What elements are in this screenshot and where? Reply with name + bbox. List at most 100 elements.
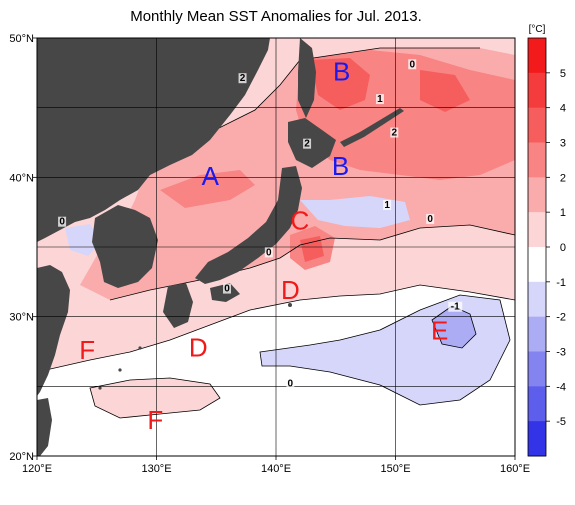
- colorbar-unit: [°C]: [529, 24, 546, 35]
- contour-label-backing: [223, 283, 232, 294]
- land-ryukyu-island-3: [98, 386, 102, 390]
- land-china-coast: [37, 265, 70, 396]
- contour-label: 1: [384, 200, 390, 211]
- lon-tick-label: 120°E: [22, 463, 52, 475]
- anomaly-band-neg-1-0-yellow-sea: [65, 224, 102, 256]
- contour-label: 0: [224, 284, 230, 295]
- land-ryukyu-island-1: [138, 346, 142, 350]
- latitude-tick-labels: 50°N 40°N 30°N 20°N: [9, 33, 37, 463]
- region-label-d: D: [281, 275, 300, 305]
- contour-zero-north: [37, 284, 515, 373]
- contour-labels: 2 0 1 2 2 1 0 0 0 0 -1 0: [58, 59, 463, 389]
- contour-label-backing: [448, 301, 463, 312]
- contour-zero-south: [89, 377, 221, 419]
- anomaly-band-3-4-east: [420, 70, 470, 112]
- contour-label-backing: [375, 94, 384, 105]
- colorbar-tick-label: 3: [560, 138, 566, 150]
- region-label-f: F: [79, 335, 95, 365]
- land-hokkaido: [288, 118, 336, 168]
- land-honshu: [195, 166, 302, 284]
- lon-tick-label: 160°E: [500, 463, 530, 475]
- longitude-tick-labels: 120°E 130°E 140°E 150°E 160°E: [22, 456, 530, 475]
- colorbar-swatches: [528, 38, 546, 457]
- colorbar-tick-label: -1: [556, 277, 566, 289]
- colorbar-swatch: [528, 107, 546, 143]
- lat-tick-label: 20°N: [9, 451, 34, 463]
- anomaly-band-2-3-sea-of-japan: [160, 170, 255, 208]
- region-label-a: A: [202, 161, 220, 191]
- colorbar-swatch: [528, 212, 546, 248]
- map-title: Monthly Mean SST Anomalies for Jul. 2013…: [130, 8, 422, 25]
- anomaly-band-3-4: [310, 58, 370, 110]
- colorbar-tick-label: 1: [560, 207, 566, 219]
- contour-label-backing: [264, 247, 273, 258]
- lon-tick-label: 150°E: [380, 463, 410, 475]
- contour-one-south: [109, 224, 515, 301]
- colorbar-swatch: [528, 316, 546, 352]
- region-label-d: D: [189, 332, 208, 362]
- colorbar-tick-label: 4: [560, 103, 566, 115]
- colorbar-tick-label: 5: [560, 68, 566, 80]
- colorbar-tick-labels: 5 4 3 2 1 0 -1 -2 -3 -4 -5: [546, 68, 566, 428]
- land-asia-mainland: [37, 38, 270, 242]
- colorbar-swatch: [528, 421, 546, 457]
- anomaly-band-neg-1-0-cold-water: [300, 196, 410, 228]
- graticule: [37, 38, 515, 456]
- colorbar-tick-label: -3: [556, 347, 566, 359]
- lon-tick-label: 130°E: [141, 463, 171, 475]
- colorbar-swatch: [528, 142, 546, 178]
- lat-tick-label: 30°N: [9, 312, 34, 324]
- colorbar-swatch: [528, 281, 546, 318]
- contour-label: 1: [377, 94, 383, 105]
- lat-tick-label: 40°N: [9, 172, 34, 184]
- region-label-e: E: [431, 316, 448, 346]
- land-taiwan: [37, 398, 52, 456]
- land-ryukyu-island-2: [118, 368, 122, 372]
- region-label-c: C: [291, 206, 310, 236]
- contour-label: 0: [288, 378, 294, 389]
- contour-label: 2: [304, 139, 310, 150]
- contour-label-backing: [390, 127, 399, 138]
- region-label-b: B: [332, 151, 349, 181]
- colorbar: [°C] 5 4 3 2 1 0 -1 -2 -3 -4 -5: [527, 24, 566, 457]
- colorbar-tick-label: -2: [556, 312, 566, 324]
- contour-label-backing: [383, 199, 392, 210]
- region-label-f: F: [147, 405, 163, 435]
- contour-label: 0: [266, 247, 272, 258]
- colorbar-swatch: [528, 351, 546, 387]
- lon-tick-label: 140°E: [261, 463, 291, 475]
- land-izu-island: [288, 303, 292, 307]
- anomaly-band-0-1-south: [90, 378, 220, 418]
- region-label-b: B: [333, 56, 350, 86]
- colorbar-tick-label: -5: [556, 416, 566, 428]
- colorbar-swatch: [528, 177, 546, 213]
- contour-label: 0: [427, 214, 433, 225]
- colorbar-tick-label: 0: [560, 242, 566, 254]
- colorbar-swatch: [528, 386, 546, 422]
- land-kuril-islands: [340, 108, 404, 147]
- land-korea: [92, 205, 158, 288]
- contour-label: 0: [409, 59, 415, 70]
- contour-label-backing: [238, 73, 247, 84]
- colorbar-swatch: [528, 38, 546, 74]
- contour-label: -1: [451, 302, 460, 313]
- lat-tick-label: 50°N: [9, 33, 34, 45]
- contour-label-backing: [426, 213, 435, 224]
- contour-label-backing: [408, 59, 417, 70]
- colorbar-tick-label: 2: [560, 172, 566, 184]
- contour-label: 0: [59, 217, 65, 228]
- contour-label: 2: [240, 73, 246, 84]
- land-sakhalin: [298, 38, 316, 118]
- colorbar-swatch: [528, 72, 546, 109]
- colorbar-swatch: [528, 247, 546, 283]
- contour-zero-east: [259, 294, 511, 406]
- contour-label: 2: [392, 128, 398, 139]
- anomaly-band-3-4-kuroshio: [300, 236, 324, 262]
- contour-label-backing: [303, 138, 312, 149]
- colorbar-tick-label: -4: [556, 381, 566, 393]
- contour-label-backing: [58, 216, 67, 227]
- contour-label-backing: [286, 378, 295, 389]
